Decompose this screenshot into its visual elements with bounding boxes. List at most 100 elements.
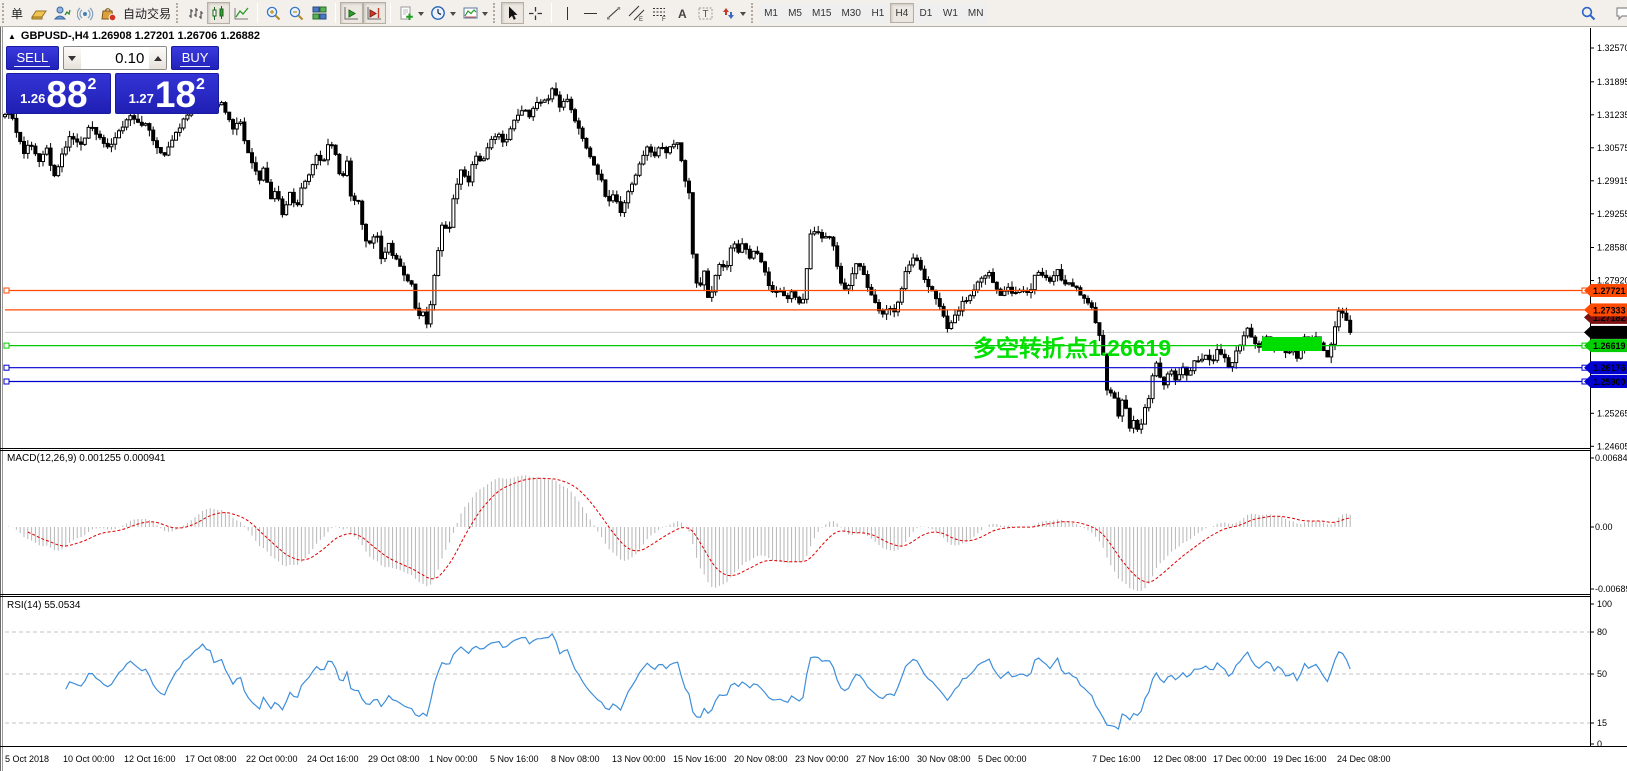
macd-label: MACD(12,26,9) 0.001255 0.000941 <box>7 453 166 464</box>
ask-big-digits: 18 <box>154 74 197 115</box>
gold-bar-icon <box>31 10 47 19</box>
dropdown-caret <box>418 11 425 19</box>
price-tag: 1.26882 <box>1584 325 1627 339</box>
arrows-button[interactable] <box>717 2 749 24</box>
trader-icon <box>54 6 71 19</box>
toolbar-grip[interactable] <box>176 3 180 23</box>
time-tick-label: 23 Nov 00:00 <box>795 754 849 764</box>
price-tick-label: 1.28580 <box>1597 243 1627 253</box>
toolbar-grip[interactable] <box>493 3 497 23</box>
price-axis[interactable]: 1.32570 1.31895 1.31235 1.30575 1.29915 1.292… <box>1590 43 1627 749</box>
timeframe-m30-button[interactable]: M30 <box>836 3 866 23</box>
svg-text:1.26619: 1.26619 <box>1593 341 1626 351</box>
timeframe-m5-button[interactable]: M5 <box>783 3 808 23</box>
zoom-out-button[interactable] <box>285 2 308 24</box>
timeframe-m15-button[interactable]: M15 <box>807 3 837 23</box>
rsi-tick-label: 15 <box>1597 718 1607 728</box>
indicators-icon <box>400 6 413 20</box>
templates-button[interactable] <box>459 2 491 24</box>
toolbar-right <box>1577 0 1627 26</box>
vertical-line-button[interactable] <box>556 2 579 24</box>
periods-button[interactable] <box>427 2 459 24</box>
horizontal-line-object[interactable] <box>3 364 1590 371</box>
bid-big-digits: 88 <box>46 74 88 115</box>
sell-button[interactable]: SELL <box>6 46 59 70</box>
timeframe-h1-button[interactable]: H1 <box>865 3 890 23</box>
new-order-button[interactable]: 单 <box>6 2 28 24</box>
market-button[interactable] <box>97 2 120 24</box>
time-tick-label: 5 Nov 16:00 <box>490 754 539 764</box>
price-tag: 1.27721 <box>1584 284 1627 297</box>
buy-label: BUY <box>179 49 211 67</box>
text-label-button[interactable]: T <box>694 2 717 24</box>
signal-button[interactable] <box>74 2 97 24</box>
crosshair-icon <box>529 6 543 20</box>
green-rectangle-object[interactable] <box>1262 337 1322 351</box>
toolbar-grip[interactable] <box>751 3 755 23</box>
timeframe-w1-button[interactable]: W1 <box>937 3 963 23</box>
auto-scroll-button[interactable] <box>340 2 364 24</box>
line-handle[interactable] <box>3 378 10 385</box>
price-tick-label: 1.32570 <box>1597 43 1627 53</box>
chart-line-button[interactable] <box>230 2 253 24</box>
line-objects[interactable] <box>3 287 1590 385</box>
timeframe-m1-button[interactable]: M1 <box>759 3 784 23</box>
toolbar-grip[interactable] <box>2 3 6 23</box>
timeframe-d1-button[interactable]: D1 <box>913 3 938 23</box>
candlestick-chart-icon <box>212 5 224 20</box>
autotrading-button[interactable]: 自动交易 <box>120 2 174 24</box>
zoom-in-button[interactable] <box>262 2 285 24</box>
text-label-icon: T <box>698 7 713 20</box>
price-tick-label: 1.31895 <box>1597 77 1627 87</box>
chart-candles-button[interactable] <box>207 2 231 24</box>
text-button[interactable]: A <box>671 2 694 24</box>
chart-bars-button[interactable] <box>184 2 207 24</box>
time-axis[interactable]: 5 Oct 2018 10 Oct 00:00 12 Oct 16:00 17 Oct… <box>5 754 1391 764</box>
line-handle[interactable] <box>3 342 10 349</box>
chart-shift-button[interactable] <box>363 2 387 24</box>
search-button[interactable] <box>1577 2 1600 24</box>
price-tick-label: 1.24605 <box>1597 441 1627 451</box>
line-chart-icon <box>234 7 249 19</box>
time-tick-label: 22 Oct 00:00 <box>246 754 298 764</box>
dropdown-caret <box>450 11 457 19</box>
dropdown-caret <box>740 11 747 19</box>
sell-price-button[interactable]: 1.26 88 2 <box>6 73 111 114</box>
volume-up-button[interactable] <box>149 47 167 69</box>
new-order-label: 单 <box>10 6 23 21</box>
fibonacci-button[interactable]: F <box>648 2 671 24</box>
horizontal-line-object[interactable] <box>3 342 1590 349</box>
line-handle[interactable] <box>3 287 10 294</box>
signal-icon <box>77 7 94 20</box>
bid-prefix: 1.26 <box>20 91 46 106</box>
horizontal-line-object[interactable] <box>3 378 1590 385</box>
time-tick-label: 27 Nov 16:00 <box>856 754 910 764</box>
buy-button[interactable]: BUY <box>171 46 220 70</box>
timeframe-h4-button[interactable]: H4 <box>889 3 914 23</box>
toolbar-separator <box>390 3 392 23</box>
indicators-button[interactable] <box>395 2 427 24</box>
volume-down-button[interactable] <box>63 47 81 69</box>
buy-price-button[interactable]: 1.27 18 2 <box>114 73 219 115</box>
trendline-button[interactable] <box>602 2 625 24</box>
gold-button[interactable] <box>28 2 51 24</box>
horizontal-line-button[interactable] <box>579 2 602 24</box>
cursor-button[interactable] <box>501 2 525 24</box>
timeframe-mn-button[interactable]: MN <box>962 3 989 23</box>
crosshair-button[interactable] <box>524 2 547 24</box>
volume-field[interactable]: 0.10 <box>80 47 150 69</box>
tile-windows-button[interactable] <box>308 2 331 24</box>
line-handle[interactable] <box>3 364 10 371</box>
price-tag: 1.27333 <box>1584 303 1627 317</box>
rsi-line <box>65 632 1351 730</box>
trader-button[interactable] <box>51 2 74 24</box>
one-click-toggle-icon[interactable]: ▲ <box>8 32 16 41</box>
clock-icon <box>431 5 445 20</box>
svg-text:A: A <box>678 7 687 21</box>
annotation-text[interactable]: 多空转折点1.26619 <box>973 335 1172 361</box>
triangle-down-icon <box>68 55 77 65</box>
chat-button[interactable] <box>1612 2 1627 24</box>
fibonacci-icon: F <box>653 7 666 22</box>
channel-button[interactable]: E <box>625 2 648 24</box>
